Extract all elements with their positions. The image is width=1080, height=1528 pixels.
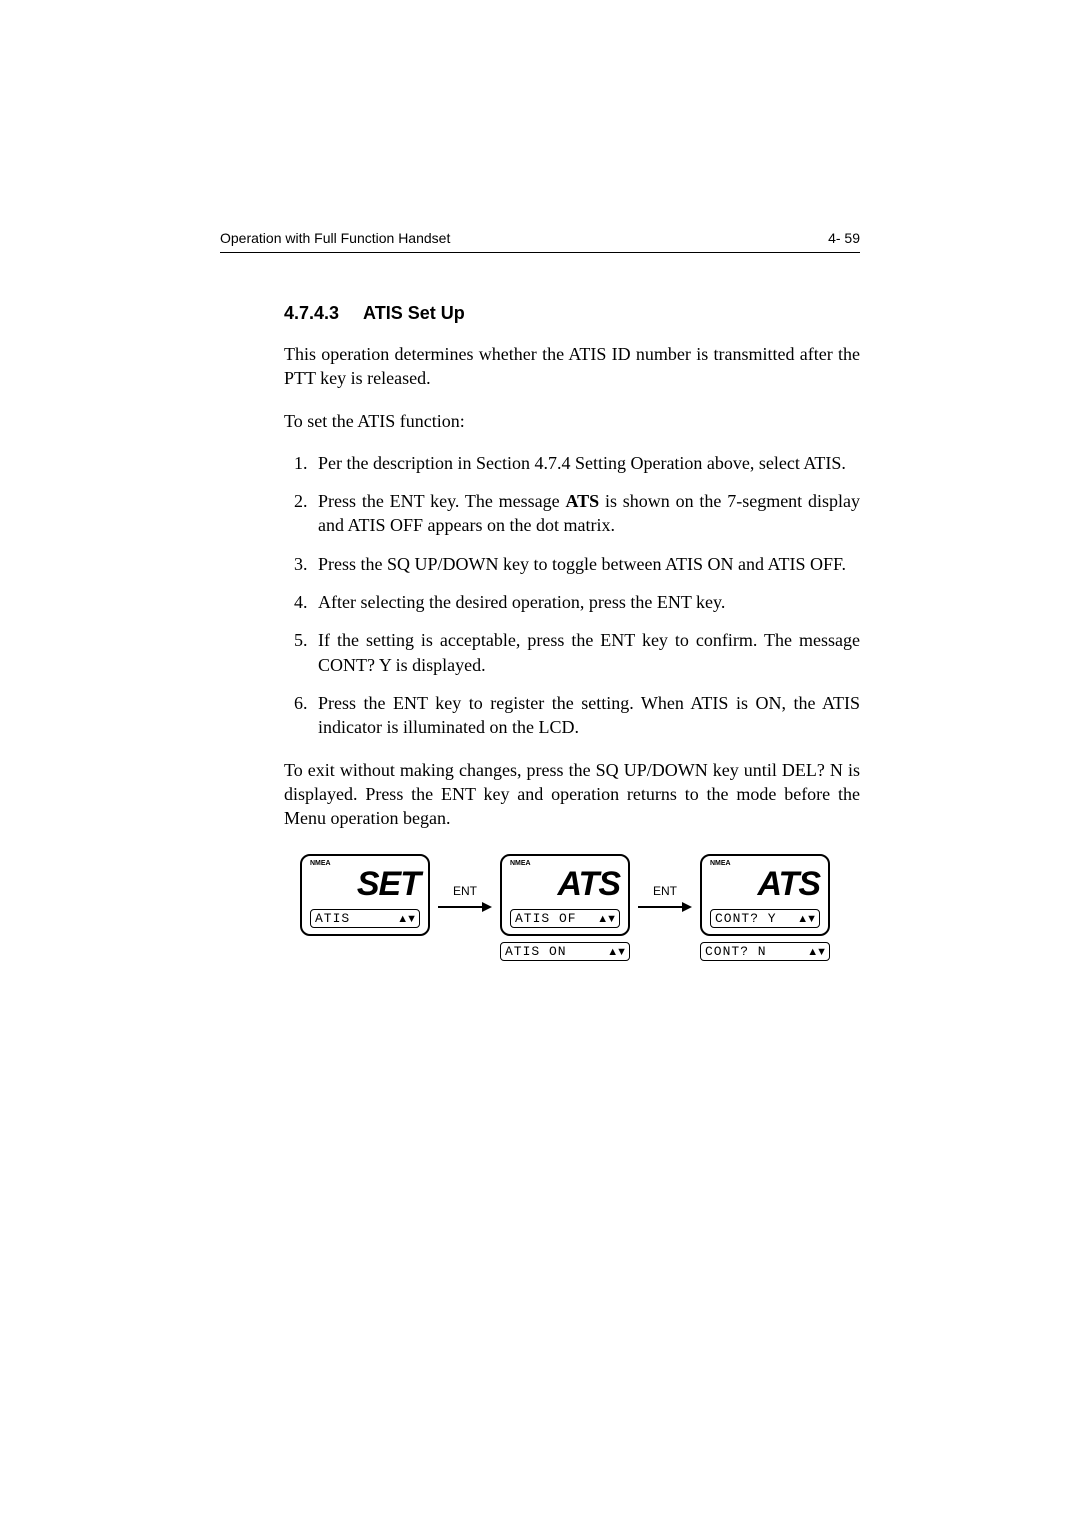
section-heading: 4.7.4.3 ATIS Set Up bbox=[284, 303, 860, 324]
step-6: Press the ENT key to register the settin… bbox=[312, 691, 860, 740]
dot-matrix-2a: ATIS OF ▲▼ bbox=[510, 909, 620, 928]
dot-matrix-1: ATIS ▲▼ bbox=[310, 909, 420, 928]
step-1: Per the description in Section 4.7.4 Set… bbox=[312, 451, 860, 475]
step-2-bold: ATS bbox=[565, 491, 599, 511]
dot-matrix-2b: ATIS ON ▲▼ bbox=[500, 942, 630, 961]
dot-matrix-2b-text: ATIS ON bbox=[505, 944, 567, 959]
updown-icon: ▲▼ bbox=[397, 913, 415, 925]
lcd-col-2: NMEA ATS ATIS OF ▲▼ ATIS ON ▲▼ bbox=[500, 854, 630, 961]
updown-icon: ▲▼ bbox=[807, 946, 825, 958]
updown-icon: ▲▼ bbox=[797, 913, 815, 925]
dot-matrix-2a-text: ATIS OF bbox=[515, 911, 577, 926]
step-4: After selecting the desired operation, p… bbox=[312, 590, 860, 614]
dot-matrix-3b-text: CONT? N bbox=[705, 944, 767, 959]
step-2: Press the ENT key. The message ATS is sh… bbox=[312, 489, 860, 538]
lead-paragraph: To set the ATIS function: bbox=[284, 409, 860, 433]
updown-icon: ▲▼ bbox=[607, 946, 625, 958]
section-number: 4.7.4.3 bbox=[284, 303, 339, 323]
lcd-diagram: NMEA SET ATIS ▲▼ ENT NME bbox=[300, 854, 860, 961]
seven-segment-3: ATS bbox=[710, 867, 820, 901]
header-left: Operation with Full Function Handset bbox=[220, 230, 450, 246]
step-5: If the setting is acceptable, press the … bbox=[312, 628, 860, 677]
dot-matrix-1-text: ATIS bbox=[315, 911, 350, 926]
page-container: Operation with Full Function Handset 4- … bbox=[0, 0, 1080, 961]
arrow-1-label: ENT bbox=[453, 884, 477, 898]
page-header: Operation with Full Function Handset 4- … bbox=[220, 230, 860, 253]
dot-matrix-3a: CONT? Y ▲▼ bbox=[710, 909, 820, 928]
header-right: 4- 59 bbox=[828, 230, 860, 246]
lcd-screen-3: NMEA ATS CONT? Y ▲▼ bbox=[700, 854, 830, 936]
arrow-2: ENT bbox=[638, 884, 692, 914]
arrow-2-label: ENT bbox=[653, 884, 677, 898]
intro-paragraph: This operation determines whether the AT… bbox=[284, 342, 860, 391]
seven-segment-1: SET bbox=[310, 867, 420, 901]
steps-list: Per the description in Section 4.7.4 Set… bbox=[284, 451, 860, 740]
updown-icon: ▲▼ bbox=[597, 913, 615, 925]
dot-matrix-3b: CONT? N ▲▼ bbox=[700, 942, 830, 961]
arrow-right-icon bbox=[638, 900, 692, 914]
dot-matrix-3a-text: CONT? Y bbox=[715, 911, 777, 926]
step-3: Press the SQ UP/DOWN key to toggle betwe… bbox=[312, 552, 860, 576]
arrow-right-icon bbox=[438, 900, 492, 914]
section-title: ATIS Set Up bbox=[363, 303, 465, 323]
arrow-1: ENT bbox=[438, 884, 492, 914]
step-2-text-a: Press the ENT key. The message bbox=[318, 491, 565, 511]
seven-segment-2: ATS bbox=[510, 867, 620, 901]
lcd-col-3: NMEA ATS CONT? Y ▲▼ CONT? N ▲▼ bbox=[700, 854, 830, 961]
lcd-screen-1: NMEA SET ATIS ▲▼ bbox=[300, 854, 430, 936]
diagram-row: NMEA SET ATIS ▲▼ ENT NME bbox=[300, 854, 860, 961]
lcd-col-1: NMEA SET ATIS ▲▼ bbox=[300, 854, 430, 936]
lcd-screen-2: NMEA ATS ATIS OF ▲▼ bbox=[500, 854, 630, 936]
exit-paragraph: To exit without making changes, press th… bbox=[284, 758, 860, 831]
